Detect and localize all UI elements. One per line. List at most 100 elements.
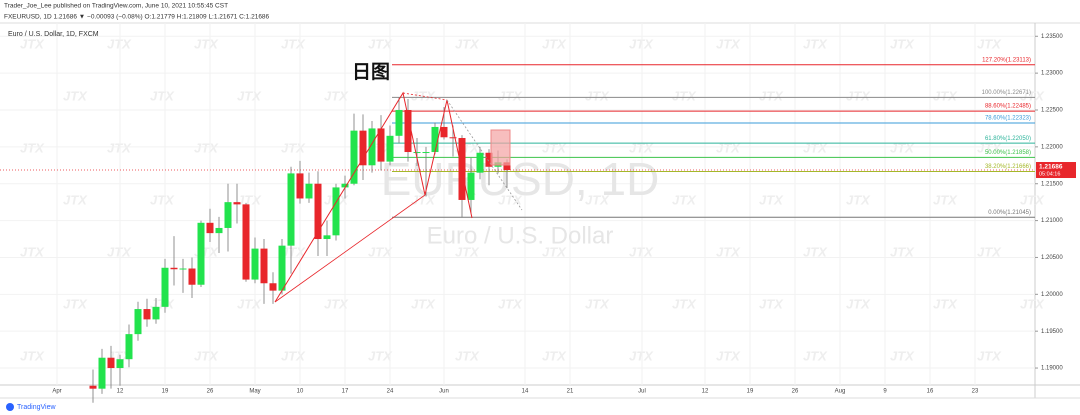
watermark-tile: JTX bbox=[585, 192, 610, 207]
price-tag bbox=[1036, 162, 1076, 179]
watermark-tile: JTX bbox=[455, 348, 480, 363]
x-tick-label: 17 bbox=[342, 389, 349, 395]
watermark-tile: JTX bbox=[542, 36, 567, 51]
fib-label: 0.00%(1.21045) bbox=[988, 210, 1031, 216]
watermark-tile: JTX bbox=[368, 244, 393, 259]
candle-body bbox=[422, 152, 430, 154]
quote: FXEURUSD, 1D 1.21686 ▼ −0.00093 (−0.08%)… bbox=[4, 14, 270, 21]
pattern-drawing bbox=[402, 92, 448, 101]
candle-body bbox=[170, 267, 178, 270]
candle-body bbox=[332, 187, 340, 236]
watermark-tile: JTX bbox=[542, 348, 567, 363]
background-layer: JTX JTX JTX JTX JTX JTX JTX JTX JTX JTX JTX JTX JTX J… bbox=[0, 23, 1045, 385]
watermark-tile: JTX bbox=[194, 36, 219, 51]
price-tag-label: 1.21686 bbox=[1039, 164, 1063, 171]
watermark-tile: JTX bbox=[498, 296, 523, 311]
candle-body bbox=[188, 268, 196, 285]
y-tick-label: 1.23500 bbox=[1041, 34, 1063, 40]
candle-body bbox=[278, 245, 286, 291]
watermark-tile: JTX bbox=[759, 192, 784, 207]
candle-body bbox=[350, 130, 358, 184]
logo-icon bbox=[6, 403, 14, 411]
watermark-tile: JTX bbox=[63, 88, 88, 103]
watermark-tile: JTX bbox=[498, 192, 523, 207]
watermark-tile: JTX bbox=[63, 192, 88, 207]
watermark-name: Euro / U.S. Dollar bbox=[427, 222, 614, 249]
watermark-tile: JTX bbox=[933, 192, 958, 207]
watermark-tile: JTX bbox=[1020, 296, 1045, 311]
x-tick-label: 12 bbox=[702, 389, 709, 395]
candle-body bbox=[323, 235, 331, 240]
candle-body bbox=[215, 227, 223, 234]
candle-body bbox=[206, 222, 214, 234]
x-tick-label: Jul bbox=[638, 389, 646, 395]
candle-body bbox=[296, 173, 304, 199]
x-tick-label: 26 bbox=[792, 389, 799, 395]
watermark-tile: JTX bbox=[846, 296, 871, 311]
watermark-tile: JTX bbox=[237, 88, 262, 103]
watermark-tile: JTX bbox=[933, 296, 958, 311]
candle-body bbox=[359, 130, 367, 166]
watermark-tile: JTX bbox=[368, 36, 393, 51]
candle-body bbox=[134, 309, 142, 335]
fib-label: 100.00%(1.22671) bbox=[982, 90, 1031, 96]
watermark-tile: JTX bbox=[498, 88, 523, 103]
watermark-tile: JTX bbox=[672, 88, 697, 103]
watermark-tile: JTX bbox=[846, 192, 871, 207]
watermark-tile: JTX bbox=[150, 88, 175, 103]
candle-body bbox=[179, 268, 187, 270]
watermark-tile: JTX bbox=[281, 140, 306, 155]
watermark-tile: JTX bbox=[237, 296, 262, 311]
watermark-tile: JTX bbox=[890, 36, 915, 51]
fib-label: 61.80%(1.22050) bbox=[985, 136, 1031, 142]
watermark-tile: JTX bbox=[150, 192, 175, 207]
x-tick-label: 19 bbox=[162, 389, 169, 395]
candle-body bbox=[467, 172, 475, 200]
candle-body bbox=[125, 334, 133, 360]
fib-label: 38.20%(1.21666) bbox=[985, 164, 1031, 170]
candle-body bbox=[269, 283, 277, 291]
y-tick-label: 1.22000 bbox=[1041, 144, 1063, 150]
fib-label: 78.60%(1.22323) bbox=[985, 116, 1031, 122]
watermark-tile: JTX bbox=[63, 296, 88, 311]
candle-body bbox=[449, 137, 457, 139]
candle-body bbox=[431, 126, 439, 153]
watermark-tile: JTX bbox=[890, 348, 915, 363]
candle-body bbox=[251, 248, 259, 280]
watermark-tile: JTX bbox=[803, 244, 828, 259]
watermark-tile: JTX bbox=[1020, 192, 1045, 207]
watermark-tile: JTX bbox=[759, 88, 784, 103]
watermark-tile: JTX bbox=[977, 244, 1002, 259]
watermark-tile: JTX bbox=[803, 140, 828, 155]
candle-body bbox=[89, 385, 97, 389]
fib-label: 127.20%(1.23113) bbox=[982, 57, 1031, 63]
target-box bbox=[490, 129, 511, 166]
candle-body bbox=[368, 128, 376, 166]
candle-body bbox=[377, 128, 385, 162]
candle-body bbox=[341, 183, 349, 188]
candle-body bbox=[476, 152, 484, 173]
y-tick-label: 1.20000 bbox=[1041, 292, 1063, 298]
watermark-tile: JTX bbox=[324, 296, 349, 311]
candle-body bbox=[305, 183, 313, 199]
candle-body bbox=[440, 126, 448, 138]
watermark-tile: JTX bbox=[281, 348, 306, 363]
watermark-tile: JTX bbox=[803, 348, 828, 363]
candle-body bbox=[386, 135, 394, 162]
x-tick-label: 19 bbox=[747, 389, 754, 395]
candle-body bbox=[233, 202, 241, 205]
watermark-tile: JTX bbox=[977, 36, 1002, 51]
watermark-tile: JTX bbox=[324, 88, 349, 103]
y-tick-label: 1.22500 bbox=[1041, 108, 1063, 114]
x-tick-label: 14 bbox=[522, 389, 529, 395]
watermark-tile: JTX bbox=[1020, 88, 1045, 103]
watermark-tile: JTX bbox=[194, 140, 219, 155]
fib-label: 50.00%(1.21858) bbox=[985, 150, 1031, 156]
watermark-tile: JTX bbox=[672, 296, 697, 311]
x-tick-label: 24 bbox=[387, 389, 394, 395]
watermark-tile: JTX bbox=[890, 244, 915, 259]
candle-body bbox=[413, 152, 421, 154]
footer-text: TradingView bbox=[17, 404, 56, 411]
